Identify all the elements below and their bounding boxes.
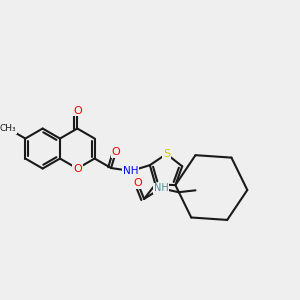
Text: S: S [163,149,170,159]
Text: NH: NH [154,183,168,193]
Text: O: O [112,147,120,157]
Text: O: O [73,106,82,116]
Text: O: O [134,178,142,188]
Text: O: O [73,164,82,173]
Text: NH: NH [123,166,139,176]
Text: CH₃: CH₃ [0,124,16,133]
